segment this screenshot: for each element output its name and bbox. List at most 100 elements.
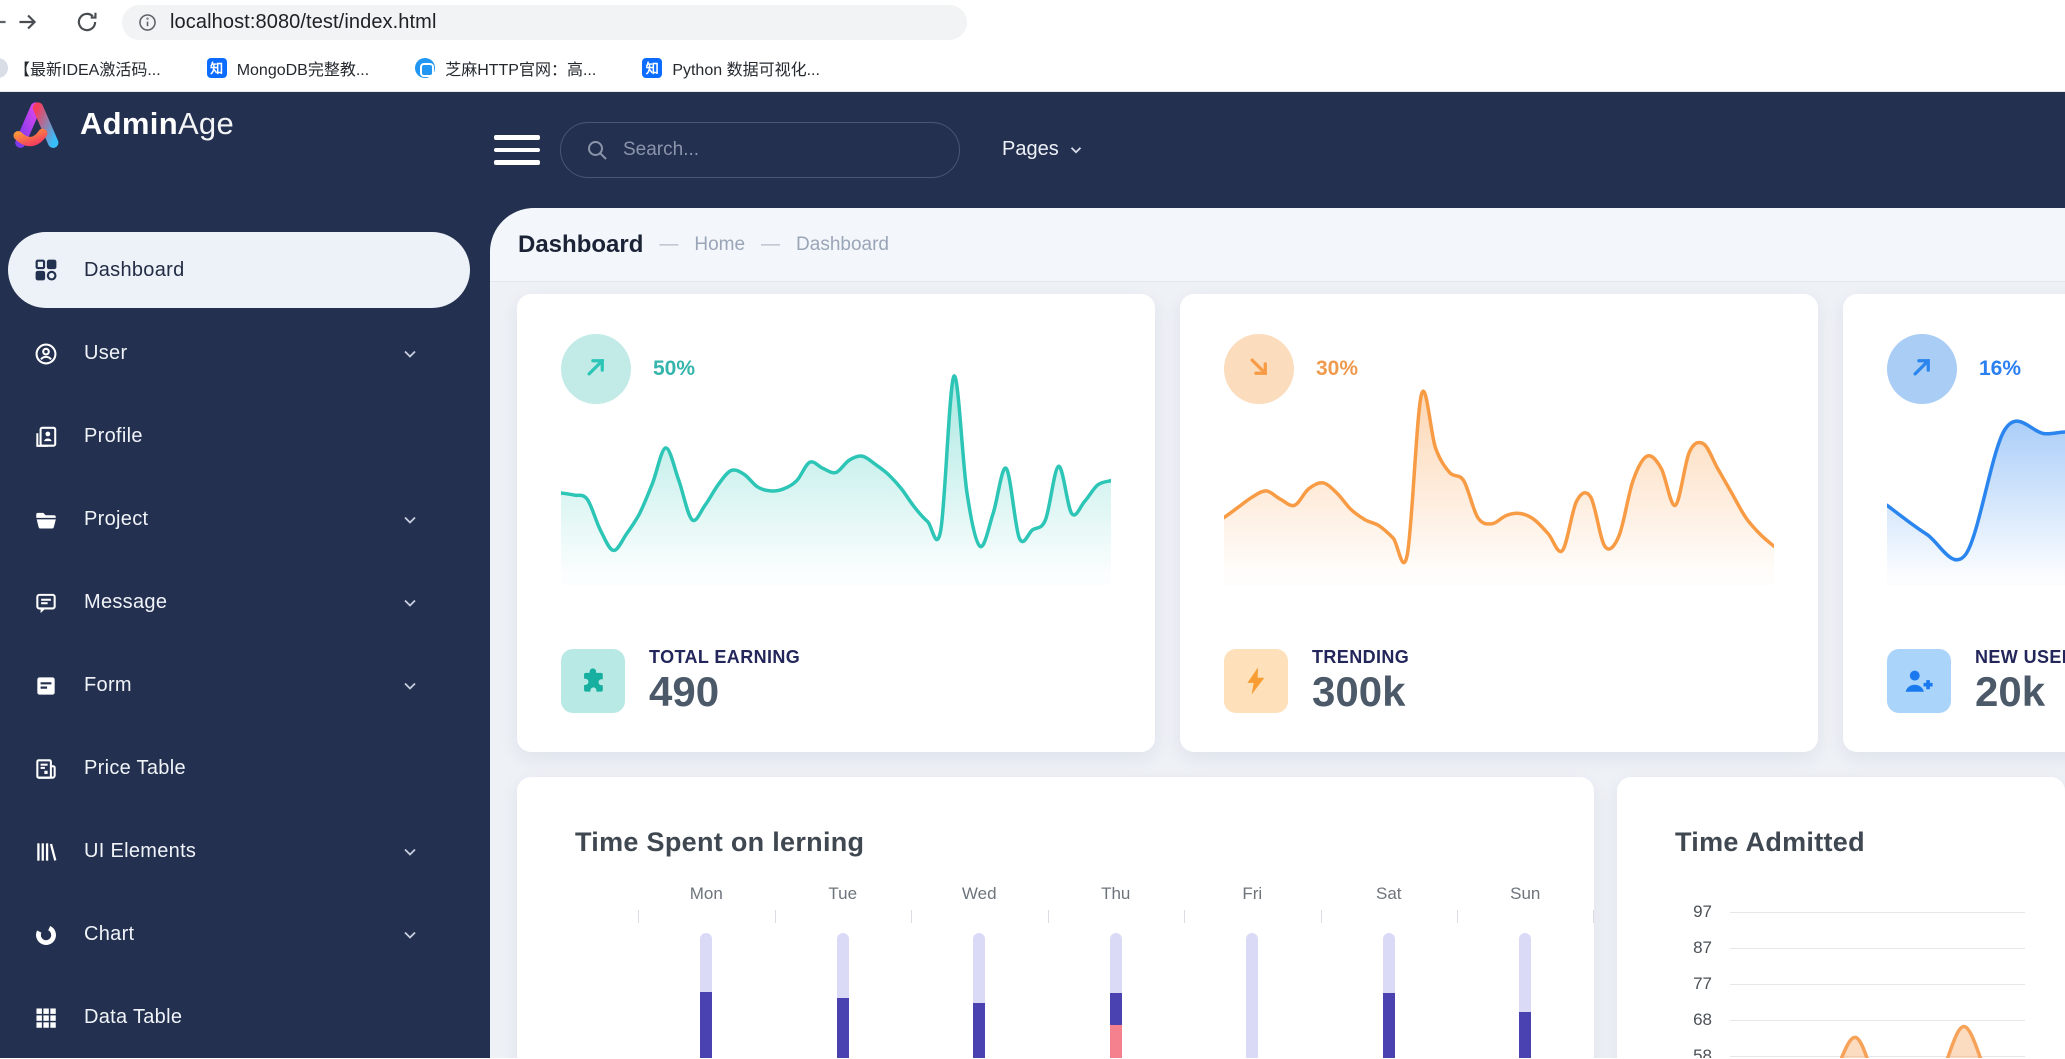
bottom-panels: Time Spent on lerning Mon Tue Wed Thu Fri Sat…	[517, 777, 2065, 1058]
gridline	[1730, 911, 2025, 913]
search-box[interactable]	[560, 122, 960, 178]
sidebar-item-label: Data Table	[84, 1006, 183, 1028]
price-table-icon	[33, 756, 59, 782]
forward-icon[interactable]	[14, 9, 40, 35]
breadcrumb: Dashboard — Home — Dashboard	[490, 208, 2065, 282]
brand-name-light: Age	[177, 106, 234, 141]
chevron-down-icon[interactable]	[400, 593, 420, 613]
sidebar-item-chart[interactable]: Chart	[0, 893, 490, 976]
arrow-up-right-icon	[1907, 352, 1937, 387]
chevron-down-icon[interactable]	[400, 842, 420, 862]
sparkline-chart	[1885, 419, 2065, 585]
sidebar-item-label: Project	[84, 508, 149, 530]
sidebar-item-label: Message	[84, 591, 168, 613]
zhima-favicon-icon	[415, 57, 436, 78]
bookmarks-bar: 【最新IDEA激活码... 知 MongoDB完整教... 芝麻HTTP官网：高...…	[0, 44, 2065, 92]
sidebar-item-price-table[interactable]: Price Table	[0, 727, 490, 810]
breadcrumb-home-link[interactable]: Home	[694, 233, 746, 255]
puzzle-icon	[561, 649, 625, 714]
chevron-down-icon[interactable]	[400, 925, 420, 945]
sidebar-item-project[interactable]: Project	[0, 478, 490, 561]
stacked-bar	[1382, 933, 1395, 1058]
time-admitted-title: Time Admitted	[1675, 827, 1865, 857]
sidebar-item-user[interactable]: User	[0, 312, 490, 395]
bookmark-item[interactable]: 知 Python 数据可视化...	[642, 56, 820, 80]
user-icon	[33, 341, 59, 367]
weekday-label: Sun	[1510, 884, 1541, 903]
tick-mark	[1320, 910, 1458, 923]
hamburger-menu-icon[interactable]	[494, 135, 540, 173]
y-axis-label: 58	[1693, 1046, 1712, 1058]
sidebar-item-form[interactable]: Form	[0, 644, 490, 727]
grid-row: 87	[1657, 930, 2025, 966]
bar-segment-dark	[973, 1003, 986, 1058]
weekday-label: Mon	[689, 884, 723, 903]
tick-mark	[911, 910, 1048, 923]
time-spent-title: Time Spent on lerning	[575, 827, 865, 857]
sidebar-item-label: User	[84, 342, 128, 364]
sidebar-item-label: Form	[84, 674, 132, 696]
sidebar-item-dashboard[interactable]: Dashboard	[8, 232, 470, 308]
trend-percentage: 16%	[1979, 357, 2022, 380]
sidebar-item-label: UI Elements	[84, 840, 197, 862]
tick-mark	[774, 910, 912, 923]
reload-icon[interactable]	[74, 9, 100, 35]
browser-chrome: localhost:8080/test/index.html 【最新IDEA激活…	[0, 0, 2065, 92]
back-icon[interactable]	[0, 9, 11, 35]
admitted-line-chart	[1839, 1024, 1983, 1058]
y-axis-label: 68	[1693, 1010, 1712, 1029]
cut-favicon	[0, 58, 8, 78]
brand[interactable]: AdminAge	[10, 96, 234, 152]
bar-column-tue	[775, 933, 912, 1058]
bookmark-label: 芝麻HTTP官网：高...	[445, 61, 597, 79]
time-spent-panel: Time Spent on lerning Mon Tue Wed Thu Fri Sat…	[517, 777, 1594, 1058]
bookmark-item[interactable]: 芝麻HTTP官网：高...	[415, 56, 596, 80]
pages-dropdown[interactable]: Pages	[1002, 138, 1085, 161]
address-bar[interactable]: localhost:8080/test/index.html	[122, 5, 967, 40]
trend-percentage: 30%	[1316, 357, 1359, 380]
sidebar-item-ui-elements[interactable]: UI Elements	[0, 810, 490, 893]
sidebar-item-profile[interactable]: Profile	[0, 395, 490, 478]
weekday-label: Thu	[1101, 884, 1131, 903]
zhihu-favicon-icon: 知	[642, 57, 663, 78]
weekday-label: Fri	[1242, 884, 1263, 903]
weekday-labels: Mon Tue Wed Thu Fri Sat Sun	[638, 884, 1594, 904]
data-table-icon	[33, 1005, 59, 1031]
trend-badge	[1887, 334, 1957, 404]
stat-value: 20k	[1975, 667, 2046, 715]
sparkline-container	[1885, 360, 2065, 585]
y-axis-label: 87	[1693, 938, 1712, 957]
sparkline-chart	[559, 374, 1113, 585]
stat-label: TRENDING	[1312, 646, 1410, 667]
stacked-bar	[1109, 933, 1122, 1058]
line-chart: 97 87 77 68 58	[1657, 894, 2025, 1058]
folder-icon	[33, 507, 59, 533]
chevron-down-icon[interactable]	[400, 676, 420, 696]
breadcrumb-separator: —	[761, 233, 781, 255]
stacked-bar	[1246, 933, 1259, 1058]
bookmark-item[interactable]: 知 MongoDB完整教...	[206, 56, 369, 80]
y-axis-label: 97	[1693, 902, 1712, 921]
weekday-label: Wed	[961, 884, 997, 903]
sparkline-chart	[1222, 389, 1776, 585]
sidebar-item-label: Chart	[84, 923, 135, 945]
brand-name-bold: Admin	[80, 106, 178, 141]
bookmark-item[interactable]: 【最新IDEA激活码...	[14, 56, 161, 80]
trend-badge	[1224, 334, 1294, 404]
sidebar-item-data-table[interactable]: Data Table	[0, 976, 490, 1059]
bar-chart	[638, 933, 1594, 1058]
chevron-down-icon[interactable]	[400, 510, 420, 530]
trend-percentage: 50%	[653, 357, 696, 380]
search-input[interactable]	[623, 139, 903, 161]
gridline	[1730, 983, 2025, 985]
info-icon[interactable]	[137, 12, 158, 33]
arrow-down-right-icon	[1244, 352, 1274, 387]
grid-row: 68	[1657, 1002, 2025, 1038]
ui-elements-icon	[33, 839, 59, 865]
pages-label: Pages	[1002, 138, 1059, 160]
content-surface: Dashboard — Home — Dashboard 50% TOTAL EA…	[490, 208, 2065, 1058]
chevron-down-icon[interactable]	[400, 344, 420, 364]
y-axis-label: 77	[1693, 974, 1712, 993]
sidebar-item-message[interactable]: Message	[0, 561, 490, 644]
stat-card-total-earning: 50% TOTAL EARNING 490	[517, 294, 1155, 752]
